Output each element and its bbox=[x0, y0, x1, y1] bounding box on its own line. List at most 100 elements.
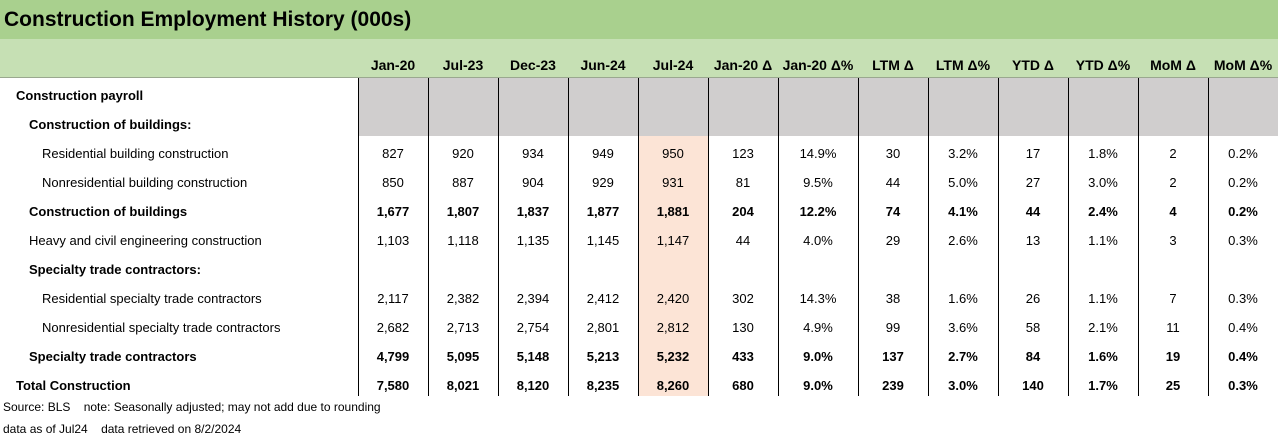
table-cell: 26 bbox=[1025, 291, 1041, 306]
table-cell: 2,682 bbox=[376, 320, 410, 335]
row-label: Heavy and civil engineering construction bbox=[29, 233, 262, 248]
table-cell: 38 bbox=[885, 291, 901, 306]
table-cell: 1.7% bbox=[1088, 378, 1118, 393]
table-cell: 0.2% bbox=[1228, 146, 1258, 161]
table-cell: 5,232 bbox=[656, 349, 690, 364]
grid-line bbox=[1208, 78, 1209, 396]
table-cell: 680 bbox=[732, 378, 754, 393]
table-cell: 2.7% bbox=[948, 349, 978, 364]
grid-line bbox=[498, 78, 499, 396]
table-cell: 433 bbox=[732, 349, 754, 364]
table-cell: 2,754 bbox=[516, 320, 550, 335]
column-header: MoM Δ% bbox=[1213, 57, 1273, 73]
column-header: LTM Δ% bbox=[935, 57, 991, 73]
highlight-column-jul-24 bbox=[638, 136, 708, 396]
grid-line bbox=[1138, 78, 1139, 396]
grid-line bbox=[428, 78, 429, 396]
table-cell: 44 bbox=[735, 233, 751, 248]
table-cell: 7 bbox=[1169, 291, 1177, 306]
table-cell: 4,799 bbox=[376, 349, 410, 364]
table-cell: 1,147 bbox=[656, 233, 690, 248]
grid-line bbox=[1068, 78, 1069, 396]
table-cell: 3.2% bbox=[948, 146, 978, 161]
table-cell: 934 bbox=[522, 146, 544, 161]
table-cell: 931 bbox=[662, 175, 684, 190]
column-header: Jan-20 Δ bbox=[713, 57, 773, 73]
table-cell: 1.8% bbox=[1088, 146, 1118, 161]
grid-line bbox=[858, 78, 859, 396]
table-cell: 850 bbox=[382, 175, 404, 190]
row-label: Construction of buildings bbox=[29, 204, 188, 219]
table-cell: 1.6% bbox=[948, 291, 978, 306]
grid-line bbox=[638, 78, 639, 396]
column-header: Dec-23 bbox=[510, 57, 556, 73]
table-cell: 2,713 bbox=[446, 320, 480, 335]
row-label: Total Construction bbox=[16, 378, 131, 393]
table-cell: 1,807 bbox=[446, 204, 480, 219]
column-header: Jul-23 bbox=[442, 57, 484, 73]
table-cell: 12.2% bbox=[799, 204, 837, 219]
table-cell: 5,148 bbox=[516, 349, 550, 364]
page-title: Construction Employment History (000s) bbox=[4, 8, 412, 31]
table-cell: 3.6% bbox=[948, 320, 978, 335]
table-cell: 44 bbox=[885, 175, 901, 190]
table-cell: 14.9% bbox=[799, 146, 837, 161]
table-cell: 2.1% bbox=[1088, 320, 1118, 335]
table-cell: 99 bbox=[885, 320, 901, 335]
table-cell: 2 bbox=[1169, 146, 1177, 161]
row-label: Nonresidential specialty trade contracto… bbox=[42, 320, 281, 335]
table-cell: 887 bbox=[452, 175, 474, 190]
grid-line bbox=[568, 78, 569, 396]
table-cell: 302 bbox=[732, 291, 754, 306]
table-cell: 2,117 bbox=[377, 291, 409, 306]
table-cell: 2,420 bbox=[656, 291, 690, 306]
table-cell: 239 bbox=[882, 378, 904, 393]
table-cell: 929 bbox=[592, 175, 614, 190]
table-cell: 19 bbox=[1165, 349, 1181, 364]
table-cell: 17 bbox=[1025, 146, 1041, 161]
table-cell: 5.0% bbox=[948, 175, 978, 190]
table-cell: 11 bbox=[1166, 320, 1180, 335]
table-cell: 140 bbox=[1022, 378, 1044, 393]
table-cell: 84 bbox=[1025, 349, 1041, 364]
table-cell: 0.4% bbox=[1228, 320, 1258, 335]
table-cell: 9.0% bbox=[803, 378, 833, 393]
table-cell: 1.1% bbox=[1088, 233, 1118, 248]
column-header: YTD Δ% bbox=[1075, 57, 1131, 73]
table-cell: 0.3% bbox=[1228, 291, 1258, 306]
table-cell: 4.1% bbox=[948, 204, 978, 219]
column-header: Jan-20 Δ% bbox=[782, 57, 854, 73]
table-cell: 0.2% bbox=[1228, 204, 1258, 219]
table-cell: 4.9% bbox=[803, 320, 833, 335]
grid-line bbox=[928, 78, 929, 396]
table-cell: 0.2% bbox=[1228, 175, 1258, 190]
table-cell: 827 bbox=[382, 146, 404, 161]
table-cell: 2,394 bbox=[516, 291, 550, 306]
table-cell: 3.0% bbox=[1088, 175, 1118, 190]
table-cell: 9.5% bbox=[803, 175, 833, 190]
table-cell: 29 bbox=[885, 233, 901, 248]
table-cell: 74 bbox=[885, 204, 901, 219]
row-label: Residential specialty trade contractors bbox=[42, 291, 262, 306]
table-cell: 1,677 bbox=[376, 204, 410, 219]
row-label: Nonresidential building construction bbox=[42, 175, 248, 190]
table-cell: 920 bbox=[452, 146, 474, 161]
table-cell: 81 bbox=[735, 175, 751, 190]
column-header: Jan-20 bbox=[370, 57, 416, 73]
table-cell: 949 bbox=[592, 146, 614, 161]
table-cell: 123 bbox=[732, 146, 754, 161]
table-cell: 2.6% bbox=[948, 233, 978, 248]
gray-band bbox=[358, 78, 1278, 136]
table-cell: 5,095 bbox=[446, 349, 480, 364]
column-header: LTM Δ bbox=[872, 57, 914, 73]
table-cell: 9.0% bbox=[803, 349, 833, 364]
row-label: Residential building construction bbox=[42, 146, 229, 161]
column-header-bar bbox=[0, 39, 1278, 78]
grid-line bbox=[778, 78, 779, 396]
table-cell: 8,120 bbox=[516, 378, 550, 393]
column-header: Jun-24 bbox=[580, 57, 626, 73]
table-cell: 1.6% bbox=[1088, 349, 1118, 364]
table-cell: 0.3% bbox=[1228, 233, 1258, 248]
table-cell: 904 bbox=[522, 175, 544, 190]
table-cell: 2,801 bbox=[586, 320, 620, 335]
